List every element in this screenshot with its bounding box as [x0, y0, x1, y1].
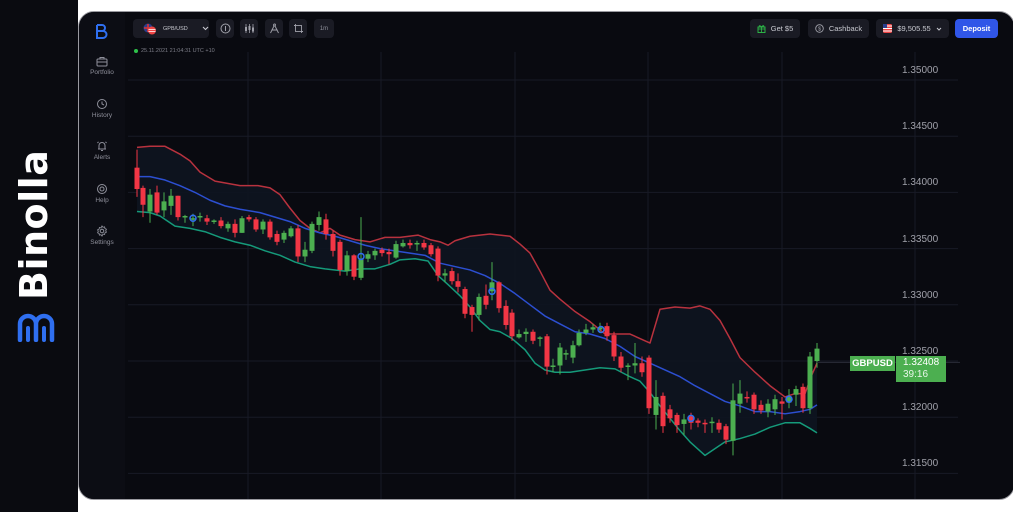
sidebar-item-label: Alerts: [93, 154, 111, 161]
app-window: Portfolio History Alerts Help Settings G…: [78, 11, 1015, 500]
asset-name: GPB/USD: [163, 25, 188, 32]
sidebar-item-alerts[interactable]: Alerts: [79, 140, 125, 161]
cashback-label: Cashback: [828, 24, 863, 33]
candle-countdown: 39:16: [903, 369, 929, 380]
sidebar-item-label: History: [91, 112, 113, 119]
server-time: 25.11.2021 21:04:31 UTC +10: [134, 48, 215, 54]
get-bonus-button[interactable]: Get $5: [750, 19, 800, 38]
price-axis-label: 1.34000: [902, 177, 939, 189]
connection-status-dot: [134, 49, 138, 53]
gear-icon: [97, 225, 107, 237]
drawing-compass-icon: [269, 23, 279, 34]
svg-text:$: $: [818, 27, 821, 33]
crop-icon: [293, 24, 303, 33]
bell-icon: [97, 141, 107, 151]
sidebar-item-label: Help: [95, 197, 109, 204]
cashback-button[interactable]: $ Cashback: [808, 19, 869, 38]
us-flag-icon: [883, 24, 893, 33]
timestamp-text: 25.11.2021 21:04:31 UTC +10: [141, 48, 215, 54]
asset-selector[interactable]: GPB/USD: [133, 19, 209, 38]
lifebuoy-icon: [97, 184, 107, 194]
sidebar-item-help[interactable]: Help: [79, 183, 125, 204]
price-axis-label: 1.33000: [902, 289, 939, 301]
cashback-icon: $: [815, 24, 824, 33]
sidebar-item-settings[interactable]: Settings: [79, 225, 125, 246]
price-axis-label: 1.32500: [902, 346, 939, 357]
sidebar-item-label: Settings: [90, 239, 114, 246]
indicators-button[interactable]: [240, 19, 258, 38]
sidebar-item-portfolio[interactable]: Portfolio: [79, 56, 125, 76]
gbp-usd-flag-icon: [143, 23, 156, 34]
price-axis-label: 1.32000: [902, 402, 939, 414]
drawing-tools-button[interactable]: [265, 19, 283, 38]
price-axis-label: 1.34500: [902, 121, 939, 133]
binolla-logo-icon: [17, 313, 55, 342]
price-tag-edge: [944, 356, 946, 382]
current-price-tag: 1.32408 39:16: [896, 356, 944, 382]
price-axis-label: 1.31500: [902, 458, 939, 470]
info-button[interactable]: [216, 19, 234, 38]
timeframe-button[interactable]: 1m: [314, 19, 334, 38]
deposit-button[interactable]: Deposit: [955, 19, 998, 38]
get-bonus-label: Get $5: [770, 24, 794, 33]
balance-selector[interactable]: $9,505.55: [876, 19, 949, 38]
top-toolbar: GPB/USD 1m Get $5 $ Cashback $9,505.55: [125, 12, 1014, 46]
chevron-down-icon: [936, 27, 942, 31]
price-chart[interactable]: [79, 12, 1014, 499]
indicators-icon: [244, 24, 254, 33]
history-icon: [97, 99, 107, 109]
sidebar: Portfolio History Alerts Help Settings: [79, 12, 125, 499]
balance-value: $9,505.55: [897, 24, 931, 33]
price-axis-label: 1.33500: [902, 233, 939, 245]
screenshot-button[interactable]: [289, 19, 307, 38]
app-logo-icon: [96, 24, 108, 39]
price-axis-label: 1.35000: [902, 65, 939, 76]
brand-strip: Binolla: [0, 0, 78, 512]
page-margin: [1013, 0, 1024, 512]
current-price: 1.32408: [903, 357, 940, 368]
symbol-tag: GBPUSD: [850, 356, 895, 371]
briefcase-icon: [96, 57, 108, 67]
sidebar-item-history[interactable]: History: [79, 98, 125, 119]
chevron-down-icon: [202, 26, 209, 31]
brand-wordmark: Binolla: [12, 149, 56, 300]
info-icon: [220, 23, 230, 34]
gift-icon: [757, 25, 766, 33]
sidebar-item-label: Portfolio: [90, 69, 114, 76]
